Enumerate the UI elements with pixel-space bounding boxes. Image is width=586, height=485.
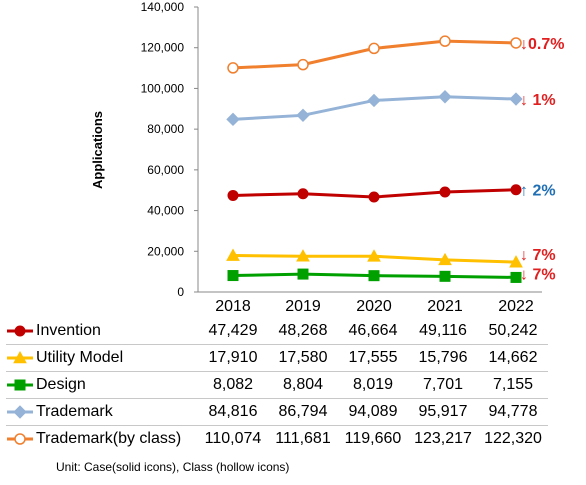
data-point (297, 109, 309, 121)
y-tick-label: 40,000 (147, 204, 184, 218)
legend-key-icon (6, 432, 34, 446)
y-axis-ticks: 0 20,000 40,000 60,000 80,000 100,000 120,000 1… (141, 0, 185, 299)
legend-label: Invention (36, 322, 101, 339)
x-tick-label: 2018 (215, 298, 251, 315)
x-axis-ticks: 2018 2019 2020 2021 2022 (215, 298, 534, 315)
legend-key-marker (14, 406, 26, 418)
data-table: Invention47,42948,26846,66449,11650,242U… (6, 318, 548, 452)
data-point (298, 189, 308, 199)
table-cell: 84,816 (198, 399, 268, 426)
change-label: ↓0.7% (520, 36, 564, 53)
legend-entry: Utility Model (6, 345, 198, 372)
y-tick-label: 60,000 (147, 163, 184, 177)
legend-entry: Invention (6, 318, 198, 345)
y-tick-label: 140,000 (141, 0, 185, 14)
data-point (227, 113, 239, 125)
table-cell: 50,242 (478, 318, 548, 345)
chart: Applications 0 20,000 40,000 60,000 80,000 10… (0, 0, 586, 318)
change-labels: ↑ 2% ↓ 7% ↓ 7% ↓ 1% ↓0.7% (520, 36, 564, 283)
data-point (440, 36, 450, 46)
y-tick-label: 20,000 (147, 244, 184, 258)
y-axis-title: Applications (90, 111, 105, 189)
legend-key-icon (6, 351, 34, 365)
data-point (369, 43, 379, 53)
series-trademark-by-class (228, 36, 521, 73)
change-label: ↓ 1% (520, 92, 556, 109)
table-cell: 8,082 (198, 372, 268, 399)
table-cell: 123,217 (408, 426, 478, 453)
table-cell: 47,429 (198, 318, 268, 345)
series-invention (228, 185, 521, 202)
series-lines (227, 36, 522, 282)
y-tick-label: 0 (177, 285, 184, 299)
table-row: Trademark(by class) 110,074111,681119,660… (6, 426, 548, 453)
data-point (369, 192, 379, 202)
legend-key-icon (6, 405, 34, 419)
data-point (439, 91, 451, 103)
table-cell: 94,778 (478, 399, 548, 426)
series-trademark (227, 91, 522, 126)
table-cell: 49,116 (408, 318, 478, 345)
data-point (228, 190, 238, 200)
table-cell: 15,796 (408, 345, 478, 372)
legend-key-icon (6, 378, 34, 392)
x-tick-label: 2022 (498, 298, 534, 315)
table-cell: 119,660 (338, 426, 408, 453)
table-cell: 46,664 (338, 318, 408, 345)
table-cell: 17,580 (268, 345, 338, 372)
data-point (298, 269, 308, 279)
table-row: Design 8,0828,8048,0197,7017,155 (6, 372, 548, 399)
x-tick-label: 2020 (356, 298, 392, 315)
table-cell: 7,155 (478, 372, 548, 399)
data-point (368, 94, 380, 106)
y-tick-label: 100,000 (141, 81, 185, 95)
table-cell: 122,320 (478, 426, 548, 453)
legend-key-marker (15, 380, 25, 390)
y-tick-label: 120,000 (141, 41, 185, 55)
table-cell: 94,089 (338, 399, 408, 426)
table-row: Invention 47,42948,26846,66449,11650,242 (6, 318, 548, 345)
series-design (228, 269, 521, 282)
legend-entry: Trademark(by class) (6, 426, 198, 453)
table-cell: 17,910 (198, 345, 268, 372)
table-row: Utility Model 17,91017,58017,55515,79614,… (6, 345, 548, 372)
data-point (440, 187, 450, 197)
legend-label: Utility Model (36, 349, 123, 366)
legend-label: Design (36, 376, 86, 393)
data-point (298, 60, 308, 70)
x-tick-label: 2019 (285, 298, 321, 315)
legend-entry: Design (6, 372, 198, 399)
table-row: Trademark 84,81686,79494,08995,91794,778 (6, 399, 548, 426)
table-cell: 8,804 (268, 372, 338, 399)
x-tick-label: 2021 (427, 298, 463, 315)
table-cell: 110,074 (198, 426, 268, 453)
table-cell: 7,701 (408, 372, 478, 399)
table-cell: 8,019 (338, 372, 408, 399)
series-utility-model (227, 250, 522, 267)
legend-entry: Trademark (6, 399, 198, 426)
table-cell: 111,681 (268, 426, 338, 453)
table-cell: 17,555 (338, 345, 408, 372)
legend-label: Trademark(by class) (36, 430, 181, 447)
data-point (228, 271, 238, 281)
change-label: ↓ 7% (520, 247, 556, 264)
unit-note: Unit: Case(solid icons), Class (hollow i… (56, 460, 289, 474)
data-point (228, 63, 238, 73)
table-cell: 48,268 (268, 318, 338, 345)
change-label: ↑ 2% (520, 183, 556, 200)
table-cell: 14,662 (478, 345, 548, 372)
legend-label: Trademark (36, 403, 113, 420)
legend-key-marker (15, 326, 25, 336)
data-point (369, 271, 379, 281)
legend-key-icon (6, 324, 34, 338)
legend-key-marker (15, 434, 25, 444)
table-cell: 86,794 (268, 399, 338, 426)
data-point (440, 271, 450, 281)
y-tick-label: 80,000 (147, 122, 184, 136)
change-label: ↓ 7% (520, 266, 556, 283)
table-cell: 95,917 (408, 399, 478, 426)
